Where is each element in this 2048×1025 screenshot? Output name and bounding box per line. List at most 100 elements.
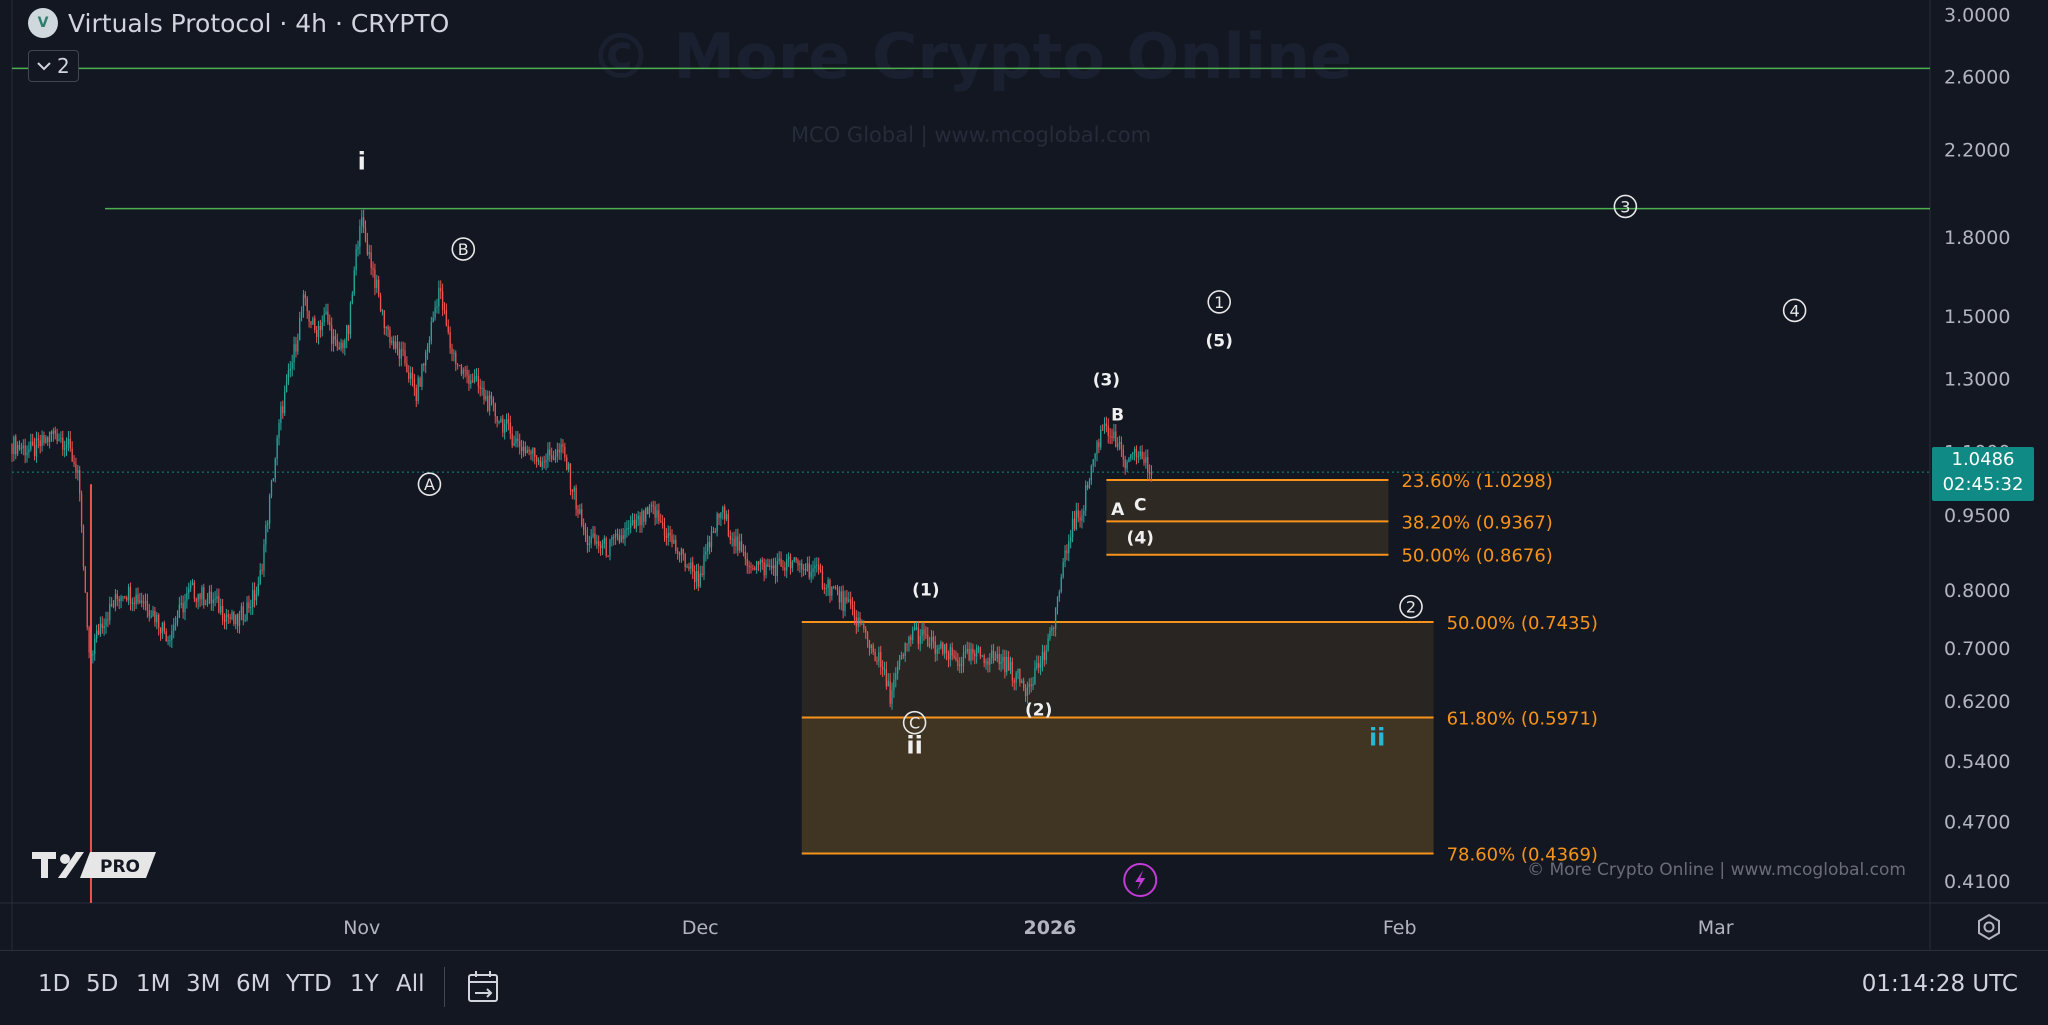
candle-body xyxy=(236,614,239,626)
candle-body xyxy=(729,535,731,540)
candle-body xyxy=(722,507,724,513)
candle-body xyxy=(633,520,636,529)
candle-body xyxy=(370,252,372,269)
range-1m-button[interactable]: 1M xyxy=(136,971,171,997)
candle-body xyxy=(259,569,261,584)
candle-body xyxy=(1126,462,1128,469)
candle-body xyxy=(229,617,231,619)
candle-body xyxy=(582,525,585,531)
candle-body xyxy=(127,586,130,601)
chart-canvas[interactable]: © More Crypto Online MCO Global | www.mco… xyxy=(0,0,2048,950)
candle-body xyxy=(784,567,786,571)
candle-body xyxy=(825,588,827,590)
range-5d-button[interactable]: 5D xyxy=(86,971,119,997)
candle-body xyxy=(139,600,141,603)
range-6m-button[interactable]: 6M xyxy=(236,971,271,997)
candle-body xyxy=(816,564,818,566)
range-1y-button[interactable]: 1Y xyxy=(350,971,379,997)
wave-label: A xyxy=(1111,500,1125,520)
candle-body xyxy=(895,673,897,680)
candle-body xyxy=(263,544,265,571)
candle-body xyxy=(804,569,807,571)
candle-body xyxy=(109,603,111,621)
candle-body xyxy=(233,612,235,625)
candle-body xyxy=(26,452,28,456)
candle-body xyxy=(511,433,513,446)
candle-body xyxy=(622,535,624,540)
candle-body xyxy=(24,445,26,456)
candle-body xyxy=(975,647,978,657)
y-tick-label: 0.6200 xyxy=(1944,691,2010,713)
fib-label: 38.20% (0.9367) xyxy=(1401,512,1552,533)
candle-body xyxy=(415,388,417,402)
candle-body xyxy=(917,627,920,644)
candle-body xyxy=(767,564,769,567)
y-tick-label: 3.0000 xyxy=(1944,4,2010,26)
symbol-logo-icon[interactable]: V xyxy=(28,8,58,38)
candle-body xyxy=(549,449,551,456)
wave-label: ii xyxy=(1369,723,1385,751)
candle-body xyxy=(789,556,792,569)
candle-body xyxy=(84,566,86,593)
candle-body xyxy=(240,606,243,614)
candle-body xyxy=(426,346,429,353)
candle-body xyxy=(1079,517,1081,521)
candle-body xyxy=(351,293,354,303)
candle-body xyxy=(63,448,66,450)
range-all-button[interactable]: All xyxy=(396,971,425,997)
candle-body xyxy=(705,551,707,555)
candle-body xyxy=(300,311,303,318)
calendar-icon[interactable] xyxy=(464,967,504,1007)
candle-body xyxy=(1090,465,1093,481)
candle-body xyxy=(716,514,718,532)
candle-body xyxy=(955,657,957,660)
candle-body xyxy=(404,350,406,364)
candle-body xyxy=(231,612,233,619)
wave-label: 2 xyxy=(1406,598,1416,617)
fib-label: 50.00% (0.7435) xyxy=(1447,613,1598,634)
candle-body xyxy=(111,603,113,606)
candle-body xyxy=(750,566,752,568)
candle-body xyxy=(772,565,775,569)
candle-body xyxy=(477,375,479,387)
candle-body xyxy=(1045,650,1047,660)
candle-body xyxy=(470,380,472,384)
candle-body xyxy=(970,648,972,661)
candle-body xyxy=(299,317,301,341)
candle-body xyxy=(609,539,611,556)
candle-body xyxy=(182,603,184,613)
utc-clock[interactable]: 01:14:28 UTC xyxy=(1861,971,2018,997)
candle-body xyxy=(331,324,333,344)
symbol-title[interactable]: Virtuals Protocol · 4h · CRYPTO xyxy=(68,8,450,38)
candle-body xyxy=(535,456,538,462)
candle-body xyxy=(101,623,103,629)
range-1d-button[interactable]: 1D xyxy=(38,971,71,997)
candle-body xyxy=(1051,627,1053,631)
candle-body xyxy=(1128,458,1130,463)
range-3m-button[interactable]: 3M xyxy=(186,971,221,997)
candle-body xyxy=(742,551,745,553)
candle-body xyxy=(707,542,709,552)
candle-body xyxy=(795,557,797,561)
candle-body xyxy=(724,507,726,520)
settings-icon[interactable] xyxy=(1974,912,2004,942)
collapse-indicators-button[interactable]: 2 xyxy=(28,50,79,82)
candle-body xyxy=(979,647,982,657)
candle-body xyxy=(1103,423,1106,430)
x-tick-label: 2026 xyxy=(1024,917,1077,939)
candle-body xyxy=(1054,607,1057,629)
chart-header: V Virtuals Protocol · 4h · CRYPTO xyxy=(28,6,449,40)
candle-body xyxy=(67,438,70,446)
candle-body xyxy=(364,228,367,241)
candle-body xyxy=(874,652,876,661)
candle-body xyxy=(755,561,758,570)
range-ytd-button[interactable]: YTD xyxy=(286,971,332,997)
candle-body xyxy=(35,438,38,457)
candle-body xyxy=(663,525,666,536)
candle-body xyxy=(560,444,562,453)
candle-body xyxy=(282,406,284,414)
candle-body xyxy=(646,507,649,515)
candle-body xyxy=(334,336,337,340)
candle-body xyxy=(1009,661,1012,671)
candle-body xyxy=(366,240,369,255)
